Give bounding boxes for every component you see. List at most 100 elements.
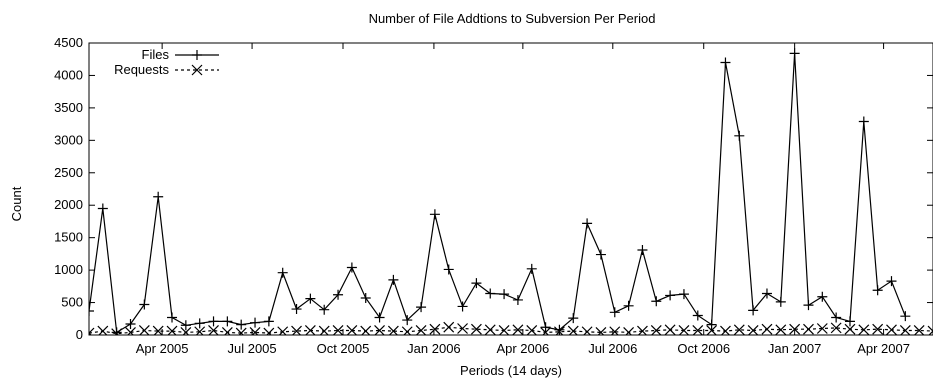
data-point-files <box>388 274 399 285</box>
data-point-files <box>844 316 855 327</box>
data-point-requests <box>830 322 842 334</box>
data-point-requests <box>886 324 897 335</box>
data-point-requests <box>360 325 372 335</box>
data-point-files <box>734 130 745 141</box>
data-point-files <box>236 319 247 330</box>
data-point-requests <box>318 325 330 335</box>
x-tick-label: Apr 2005 <box>136 341 189 356</box>
data-point-files <box>153 191 164 202</box>
data-point-requests <box>733 324 745 335</box>
data-point-requests <box>291 325 302 335</box>
data-point-files <box>97 203 108 214</box>
data-point-files <box>817 291 828 302</box>
data-point-files <box>457 301 468 312</box>
data-point-files <box>512 294 523 305</box>
data-point-requests <box>609 326 621 335</box>
data-point-files <box>706 319 717 330</box>
legend-marker-files <box>192 50 202 60</box>
x-tick-label: Oct 2006 <box>677 341 730 356</box>
data-point-requests <box>304 325 316 335</box>
data-point-files <box>443 264 454 275</box>
data-point-requests <box>554 326 565 335</box>
y-tick-label: 2000 <box>54 197 83 212</box>
data-point-requests <box>484 324 496 335</box>
data-point-requests <box>277 326 289 335</box>
data-point-requests <box>457 323 468 334</box>
y-tick-label: 0 <box>76 327 83 342</box>
x-tick-label: Apr 2006 <box>496 341 549 356</box>
data-point-requests <box>761 323 773 335</box>
data-point-files <box>429 209 440 220</box>
data-point-requests <box>803 323 814 335</box>
data-point-requests <box>623 326 635 335</box>
data-point-files <box>761 288 772 299</box>
x-tick-label: Oct 2005 <box>317 341 370 356</box>
data-point-files <box>499 289 510 300</box>
data-point-files <box>125 318 136 329</box>
data-point-requests <box>664 324 676 335</box>
data-point-files <box>886 276 897 287</box>
data-point-requests <box>346 325 358 335</box>
data-point-files <box>416 302 427 313</box>
data-point-files <box>305 293 316 304</box>
data-point-files <box>139 299 150 310</box>
y-tick-label: 3000 <box>54 132 83 147</box>
series-files <box>89 48 911 335</box>
legend-label-requests: Requests <box>114 62 169 77</box>
data-point-files <box>471 278 482 289</box>
data-point-files <box>803 300 814 311</box>
data-point-files <box>222 316 233 327</box>
data-point-requests <box>374 325 385 335</box>
data-point-requests <box>927 325 933 335</box>
data-point-files <box>526 263 537 274</box>
data-point-requests <box>692 325 704 335</box>
data-point-files <box>291 304 302 315</box>
y-tick-label: 1500 <box>54 230 83 245</box>
x-tick-label: Jan 2006 <box>407 341 461 356</box>
data-point-files <box>720 57 731 68</box>
series-line-files <box>89 53 906 334</box>
data-point-requests <box>650 325 662 335</box>
data-point-files <box>374 312 385 323</box>
data-point-requests <box>429 323 441 335</box>
plot-frame <box>88 42 933 336</box>
x-axis-label: Periods (14 days) <box>460 363 562 378</box>
data-point-requests <box>180 326 192 335</box>
legend-label-files: Files <box>142 47 170 62</box>
y-tick-label: 2500 <box>54 165 83 180</box>
data-point-requests <box>111 328 123 335</box>
data-point-requests <box>89 327 95 335</box>
data-point-files <box>595 249 606 260</box>
data-point-files <box>748 305 759 316</box>
data-point-requests <box>637 325 648 335</box>
data-point-requests <box>913 325 925 335</box>
data-point-files <box>540 322 551 333</box>
data-point-requests <box>235 327 247 335</box>
data-point-files <box>194 318 205 329</box>
data-point-requests <box>97 325 109 335</box>
plot-area: 0 500 1000 1500 2000 2500 3000 3500 4000 4500 Apr … <box>54 35 933 356</box>
legend-marker-requests <box>191 64 203 76</box>
data-point-requests <box>152 325 164 335</box>
data-point-requests <box>678 325 690 335</box>
data-point-requests <box>443 321 455 333</box>
data-point-requests <box>747 325 759 335</box>
x-tick-label: Jul 2005 <box>227 341 276 356</box>
series-requests <box>89 321 933 335</box>
data-point-files <box>692 310 703 321</box>
data-point-files <box>554 324 565 335</box>
data-point-files <box>319 304 330 315</box>
data-point-requests <box>540 326 552 335</box>
data-point-requests <box>595 326 607 335</box>
data-point-files <box>346 262 357 273</box>
data-point-requests <box>125 326 136 335</box>
data-point-requests <box>498 325 510 335</box>
data-point-files <box>623 300 634 311</box>
data-point-requests <box>789 323 801 335</box>
data-point-requests <box>567 325 579 335</box>
data-point-files <box>775 296 786 307</box>
data-point-requests <box>208 325 219 335</box>
data-point-files <box>637 244 648 255</box>
